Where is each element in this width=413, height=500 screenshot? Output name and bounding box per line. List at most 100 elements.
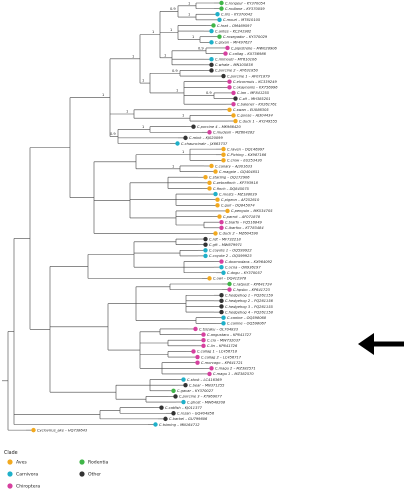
tip-dot xyxy=(233,118,238,124)
tip-dot xyxy=(221,321,226,326)
tip-dot xyxy=(195,354,200,360)
tip-label: C.magu 2 – MZ382571 xyxy=(215,367,256,371)
tip-label: C.ocna – ON936197 xyxy=(225,265,261,269)
tip-label: C.rongeur – KY370054 xyxy=(225,1,266,5)
tip-label: C.dogu – KY370057 xyxy=(227,271,263,275)
tip-label: C.ratpost – KP641724 xyxy=(233,282,273,286)
tip-dot xyxy=(209,28,214,34)
tip-dot xyxy=(183,382,188,388)
tip-dot xyxy=(209,62,214,68)
tip-dot xyxy=(215,197,220,202)
tip-dot xyxy=(219,6,224,11)
tip-label: C.owl – DQ412978 xyxy=(213,277,247,281)
tip-dot xyxy=(171,411,176,416)
bootstrap-value: 0.9 xyxy=(170,7,176,11)
tip-dot xyxy=(191,124,196,129)
tip-dot xyxy=(231,101,236,107)
tip-label: C.chauncinatr – JX663737 xyxy=(181,142,228,146)
tip-dot xyxy=(221,270,226,275)
tip-label: C.cia – MW732037 xyxy=(207,339,241,343)
bootstrap-value: 1 xyxy=(142,125,144,129)
tip-dot xyxy=(159,405,164,410)
tip-label: C.callag – KX756986 xyxy=(229,52,267,56)
tip-label: C.raven – DQ146997 xyxy=(227,147,265,151)
highlight-arrow-icon xyxy=(358,333,404,355)
tip-label: C.tsiming – MN164712 xyxy=(159,423,200,427)
tip-dot xyxy=(207,130,212,135)
tip-label: C.hedgehog 1 – PQ261159 xyxy=(225,294,274,298)
tip-label: C.elcormuis – KC339249 xyxy=(233,80,277,84)
tip-dot xyxy=(201,332,206,337)
bootstrap-value: 1 xyxy=(152,30,154,34)
tip-label: C.Piching – KX987166 xyxy=(227,153,267,157)
tip-dot xyxy=(207,276,212,281)
tip-dot xyxy=(227,287,232,292)
tree-branches xyxy=(2,2,234,431)
tip-label: C.barbel – GU799606 xyxy=(169,417,208,421)
tip-label: C.gull – DQ845074 xyxy=(221,204,255,208)
tip-dot xyxy=(219,304,224,309)
bootstrap-value: 1 xyxy=(176,88,178,92)
tip-dot xyxy=(163,416,168,422)
tip-dot xyxy=(209,366,214,371)
bootstrap-value: 1 xyxy=(182,150,184,154)
tip-label: C.swan – EU086305 xyxy=(233,108,269,112)
legend-label: Rodentia xyxy=(88,460,109,466)
tip-dot xyxy=(219,219,224,225)
tip-dot xyxy=(153,422,158,427)
tip-dot xyxy=(175,141,180,146)
tip-label: C.pipistrelle – MW028906 xyxy=(231,46,278,50)
tip-dot xyxy=(231,113,236,118)
tip-dot xyxy=(207,371,212,377)
tip-dot xyxy=(217,214,222,219)
bootstrap-value: 1 xyxy=(164,53,166,57)
tip-label: C.mouri – MT610105 xyxy=(223,18,261,22)
tip-label: C.parrot – AF071878 xyxy=(223,215,261,219)
tree-tips: C.rongeur – KY370054 C.rodlane – KY370059… xyxy=(31,0,278,432)
tip-label: C.magpie – GQ404851 xyxy=(219,170,260,174)
tip-label: C.canine – OQ598068 xyxy=(227,316,267,320)
tip-label: C.magu 1 – MZ382570 xyxy=(213,372,254,376)
tip-label: C.hpsbo – KP641723 xyxy=(233,288,271,292)
tip-dot xyxy=(227,107,232,112)
bootstrap-value: 1 xyxy=(126,109,128,113)
tip-dot xyxy=(203,242,208,247)
tip-label: C.rozan – GQ404856 xyxy=(177,412,215,416)
tip-dot xyxy=(195,360,200,365)
legend-swatch xyxy=(79,471,85,477)
tip-label: C.coyote 2 – OQ599923 xyxy=(209,254,252,258)
bootstrap-value: 1 xyxy=(170,28,172,32)
tip-label: C.mimouti – MT610106 xyxy=(215,58,257,62)
bootstrap-value: 1 xyxy=(192,35,194,39)
tip-dot xyxy=(215,12,220,17)
legend-swatch xyxy=(7,459,13,465)
tip-dot xyxy=(221,152,226,157)
tip-label: C.canine – OQ598067 xyxy=(227,322,267,326)
bootstrap-value: 1 xyxy=(188,13,190,17)
bootstrap-value: 0.9 xyxy=(198,46,204,50)
tip-label: C.canary – AJ301633 xyxy=(215,164,253,168)
tip-dot xyxy=(227,79,232,84)
tip-label: C.pigeon – AF252610 xyxy=(221,198,260,202)
tip-dot xyxy=(221,158,226,163)
tip-dot xyxy=(209,57,214,62)
bootstrap-value: 1 xyxy=(182,114,184,118)
tip-dot xyxy=(213,191,218,197)
tip-label: C.lin – KP641726 xyxy=(207,344,238,348)
tip-label: C.rosegador – KY370029 xyxy=(223,35,268,39)
legend-label: Carnivora xyxy=(16,472,38,478)
tip-dot xyxy=(211,23,216,28)
tip-dot xyxy=(209,163,214,169)
tip-label: C.gavar – KY370027 xyxy=(177,389,214,393)
bootstrap-value: 1 xyxy=(132,54,134,58)
tip-dot xyxy=(181,377,186,382)
tip-dot xyxy=(217,34,222,39)
tip-dot xyxy=(221,73,226,79)
tip-label: C.porcine 1 – AF071879 xyxy=(227,74,271,78)
tip-label: C.callag 1 – LC456718 xyxy=(197,350,238,354)
tip-dot xyxy=(219,259,224,264)
bootstrap-value: 1 xyxy=(142,79,144,83)
tip-dot xyxy=(213,169,218,174)
